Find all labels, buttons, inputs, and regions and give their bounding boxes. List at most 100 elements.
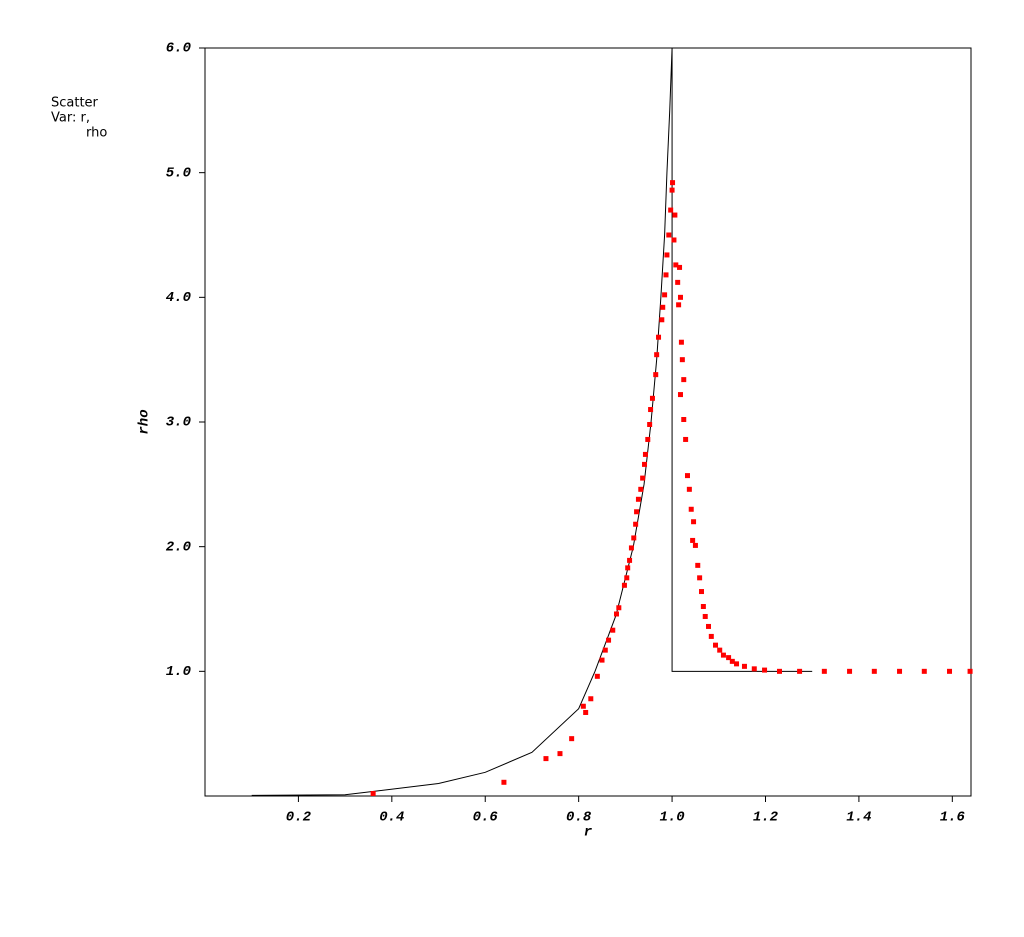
x-tick-label: 0.6	[473, 810, 499, 826]
y-tick-label: 5.0	[166, 165, 191, 181]
scatter-point	[621, 582, 627, 588]
scatter-point	[638, 486, 644, 492]
scatter-point	[681, 377, 687, 383]
scatter-point	[702, 613, 708, 619]
scatter-point	[616, 605, 622, 611]
scatter-point	[668, 207, 674, 213]
scatter-point	[557, 751, 563, 757]
scatter-point	[664, 252, 670, 258]
scatter-point	[741, 663, 747, 669]
scatter-point	[659, 317, 665, 323]
scatter-point	[871, 668, 877, 674]
scatter-point	[751, 666, 757, 672]
x-tick-label: 0.4	[379, 810, 404, 826]
y-axis-label: rho	[137, 409, 153, 434]
scatter-point	[821, 668, 827, 674]
side-text: Var: r,	[51, 111, 90, 126]
scatter-point	[677, 264, 683, 270]
scatter-point	[797, 668, 803, 674]
scatter-point	[698, 589, 704, 595]
scatter-point	[656, 334, 662, 340]
scatter-point	[660, 304, 666, 310]
scatter-point	[602, 647, 608, 653]
x-tick-label: 1.0	[659, 810, 684, 826]
scatter-point	[649, 395, 655, 401]
scatter-point	[678, 339, 684, 345]
scatter-point	[967, 668, 973, 674]
x-tick-label: 1.2	[753, 810, 779, 826]
scatter-point	[669, 187, 675, 193]
scatter-point	[599, 657, 605, 663]
scatter-point	[695, 562, 701, 568]
scatter-point	[713, 642, 719, 648]
x-tick-label: 1.6	[940, 810, 966, 826]
scatter-point	[677, 294, 683, 300]
scatter-point	[501, 779, 507, 785]
scatter-point	[647, 421, 653, 427]
scatter-point	[662, 292, 668, 298]
y-tick-label: 1.0	[166, 664, 191, 680]
scatter-point	[543, 756, 549, 762]
scatter-point	[672, 212, 678, 218]
scatter-point	[642, 461, 648, 467]
scatter-point	[645, 436, 651, 442]
scatter-point	[676, 302, 682, 308]
scatter-point	[700, 604, 706, 610]
scatter-point	[697, 575, 703, 581]
plot-frame	[204, 47, 972, 797]
scatter-point	[606, 637, 612, 643]
scatter-point	[580, 703, 586, 709]
scatter-point	[677, 392, 683, 398]
scatter-point	[663, 272, 669, 278]
scatter-point	[671, 237, 677, 243]
scatter-point	[631, 535, 637, 541]
scatter-point	[610, 627, 616, 633]
scatter-point	[634, 509, 640, 515]
scatter-point	[706, 623, 712, 629]
scatter-point	[681, 417, 687, 423]
scatter-point	[653, 372, 659, 378]
x-tick-label: 1.4	[846, 810, 871, 826]
scatter-point	[686, 486, 692, 492]
scatter-point	[684, 473, 690, 479]
scatter-point	[613, 611, 619, 617]
scatter-point	[847, 668, 853, 674]
reference-line	[251, 47, 813, 796]
scatter-point	[670, 180, 676, 186]
side-text: Scatter	[51, 96, 99, 111]
scatter-point	[921, 668, 927, 674]
scatter-point	[633, 521, 639, 527]
y-tick-label: 6.0	[166, 41, 191, 57]
scatter-point	[897, 668, 903, 674]
y-tick-label: 4.0	[166, 290, 191, 306]
scatter-point	[654, 352, 660, 358]
scatter-point	[777, 668, 782, 674]
scatter-point	[627, 557, 633, 563]
scatter-point	[370, 791, 376, 797]
scatter-point	[666, 232, 672, 238]
scatter-point	[734, 661, 740, 667]
scatter-point	[569, 736, 575, 742]
scatter-point	[673, 262, 679, 268]
scatter-point	[635, 496, 641, 502]
scatter-point	[583, 709, 589, 715]
scatter-point	[690, 537, 696, 543]
scatter-point	[947, 668, 953, 674]
scatter-point	[691, 519, 697, 525]
scatter-point	[692, 542, 698, 548]
scatter-point	[708, 633, 714, 639]
scatter-point	[628, 545, 634, 551]
x-axis-label: r	[584, 825, 593, 841]
x-tick-label: 0.8	[566, 810, 592, 826]
scatter-point	[683, 436, 689, 442]
scatter-point	[726, 655, 732, 661]
scatter-point	[642, 451, 648, 457]
scatter-point	[675, 279, 681, 285]
scatter-point	[717, 647, 723, 653]
scatter-point	[762, 667, 768, 673]
scatter-point	[588, 696, 594, 702]
x-tick-label: 0.2	[286, 810, 312, 826]
scatter-point	[640, 475, 646, 481]
y-tick-label: 2.0	[166, 539, 191, 555]
